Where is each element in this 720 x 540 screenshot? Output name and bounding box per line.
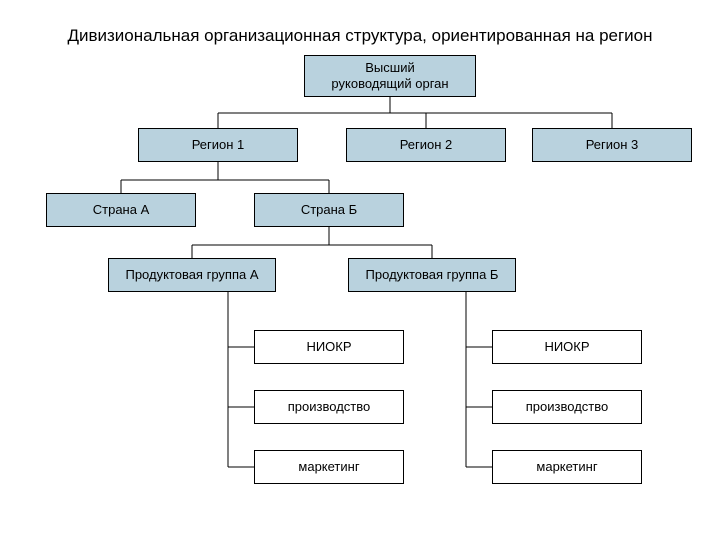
node-marketA: маркетинг — [254, 450, 404, 484]
node-prodnB: производство — [492, 390, 642, 424]
node-top: Высшийруководящий орган — [304, 55, 476, 97]
org-chart-canvas: Дивизиональная организационная структура… — [0, 0, 720, 540]
node-marketB: маркетинг — [492, 450, 642, 484]
node-region2: Регион 2 — [346, 128, 506, 162]
chart-title: Дивизиональная организационная структура… — [0, 26, 720, 46]
node-prodB: Продуктовая группа Б — [348, 258, 516, 292]
node-niokrA: НИОКР — [254, 330, 404, 364]
node-region3: Регион 3 — [532, 128, 692, 162]
node-region1: Регион 1 — [138, 128, 298, 162]
node-countryA: Страна А — [46, 193, 196, 227]
node-countryB: Страна Б — [254, 193, 404, 227]
node-prodA: Продуктовая группа А — [108, 258, 276, 292]
node-niokrB: НИОКР — [492, 330, 642, 364]
node-prodnA: производство — [254, 390, 404, 424]
